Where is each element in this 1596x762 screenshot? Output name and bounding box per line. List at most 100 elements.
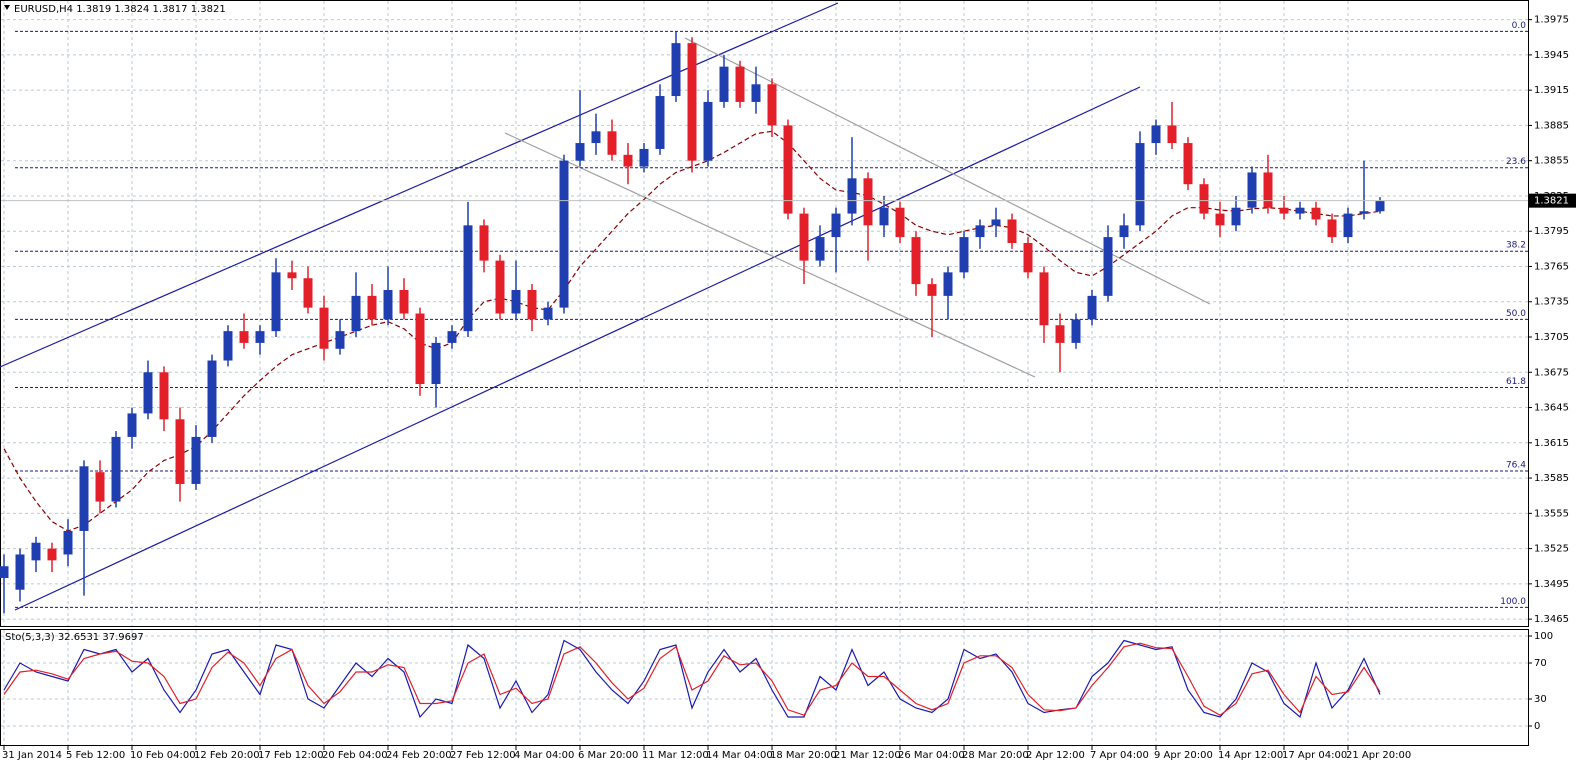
- candle-body: [367, 295, 377, 320]
- candle-body: [959, 237, 969, 273]
- candle-body: [111, 436, 121, 502]
- y-tick-label: 1.3795: [1534, 226, 1569, 237]
- fib-label: 38.2: [1506, 241, 1526, 251]
- y-tick-label: 1.3585: [1534, 473, 1569, 484]
- candle-body: [623, 154, 633, 167]
- y-tick-label: 1.3615: [1534, 438, 1569, 449]
- indicator-title: Sto(5,3,3) 32.6531 37.9697: [5, 632, 144, 643]
- candle-body: [271, 272, 281, 332]
- y-tick-label: 1.3885: [1534, 120, 1569, 131]
- x-tick-label: 17 Feb 12:00: [258, 750, 324, 761]
- candle-body: [1119, 225, 1129, 238]
- channel-upper: [0, 2, 839, 368]
- y-tick-label: 30: [1534, 694, 1547, 705]
- candle-body: [191, 436, 201, 484]
- candle-body: [511, 289, 521, 314]
- candle-body: [639, 148, 649, 167]
- candle-body: [815, 237, 825, 261]
- candle-body: [463, 225, 473, 332]
- x-tick-label: 26 Mar 04:00: [898, 750, 965, 761]
- x-tick-label: 7 Apr 04:00: [1090, 750, 1149, 761]
- y-tick-label: 1.3735: [1534, 297, 1569, 308]
- x-tick-label: 24 Feb 20:00: [386, 750, 452, 761]
- x-tick-label: 17 Apr 04:00: [1282, 750, 1347, 761]
- x-tick-label: 14 Mar 04:00: [706, 750, 773, 761]
- last-price-box: [1528, 193, 1576, 208]
- candle-body: [863, 178, 873, 226]
- fib-label: 50.0: [1506, 309, 1526, 319]
- candle-body: [447, 331, 457, 343]
- candle-body: [783, 125, 793, 214]
- y-tick-label: 1.3975: [1534, 15, 1569, 26]
- fib-label: 61.8: [1506, 377, 1526, 387]
- symbol-arrow: [4, 5, 10, 10]
- candle-body: [1295, 207, 1305, 214]
- candle-body: [1039, 272, 1049, 326]
- candle-body: [1167, 125, 1177, 144]
- candle-body: [559, 160, 569, 308]
- grid: [1, 1, 1528, 745]
- candle-body: [335, 331, 345, 349]
- x-tick-label: 27 Feb 12:00: [450, 750, 516, 761]
- y-tick-label: 1.3645: [1534, 403, 1569, 414]
- candle-body: [831, 213, 841, 238]
- candle-body: [1151, 125, 1161, 144]
- stoch-line: [3, 642, 1381, 716]
- candle-body: [1135, 143, 1145, 226]
- candle-body: [415, 313, 425, 385]
- candle-body: [431, 342, 441, 385]
- candle-body: [911, 237, 921, 285]
- x-tick-label: 14 Apr 12:00: [1218, 750, 1283, 761]
- x-tick-label: 2 Apr 12:00: [1026, 750, 1085, 761]
- x-tick-label: 10 Feb 04:00: [130, 750, 196, 761]
- main-panel: [0, 0, 1529, 627]
- candle-body: [287, 272, 297, 279]
- y-tick-label: 1.3525: [1534, 544, 1569, 555]
- y-tick-label: 1.3945: [1534, 50, 1569, 61]
- candle-body: [607, 131, 617, 155]
- y-tick-label: 1.3465: [1534, 614, 1569, 625]
- x-tick-label: 6 Mar 20:00: [578, 750, 638, 761]
- last-price-label: 1.3821: [1534, 196, 1569, 207]
- candle-body: [767, 84, 777, 126]
- candle-body: [1263, 172, 1273, 208]
- x-tick-label: 21 Apr 20:00: [1346, 750, 1411, 761]
- candle-body: [255, 331, 265, 343]
- stoch-line: [3, 639, 1381, 719]
- y-tick-label: 1.3915: [1534, 85, 1569, 96]
- fib-label: 76.4: [1506, 461, 1526, 471]
- candle-body: [655, 96, 665, 149]
- y-tick-label: 1.3765: [1534, 261, 1569, 272]
- y-tick-label: 0: [1534, 721, 1540, 732]
- candle-body: [31, 542, 41, 561]
- y-tick-label: 1.3705: [1534, 332, 1569, 343]
- candle-body: [1311, 207, 1321, 220]
- fib-label: 0.0: [1512, 21, 1527, 31]
- candle-body: [1183, 143, 1193, 185]
- candle-body: [223, 331, 233, 361]
- candle-body: [735, 66, 745, 102]
- candle-body: [1247, 172, 1257, 208]
- y-tick-label: 1.3675: [1534, 367, 1569, 378]
- candle-body: [687, 43, 697, 161]
- candle-body: [175, 419, 185, 484]
- candle-body: [15, 554, 25, 590]
- candle-body: [1071, 319, 1081, 343]
- candle-body: [1231, 207, 1241, 226]
- candle-body: [751, 84, 761, 102]
- candle-body: [671, 43, 681, 97]
- candle-body: [943, 272, 953, 296]
- candle-body: [127, 413, 137, 437]
- candle-body: [399, 289, 409, 314]
- candle-body: [207, 360, 217, 437]
- candle-body: [1023, 242, 1033, 273]
- candle-body: [975, 225, 985, 238]
- y-tick-label: 1.3495: [1534, 579, 1569, 590]
- candle-body: [79, 466, 89, 531]
- x-tick-label: 11 Mar 12:00: [642, 750, 709, 761]
- candle-body: [1007, 219, 1017, 243]
- candle-body: [1199, 184, 1209, 214]
- candle-body: [591, 131, 601, 144]
